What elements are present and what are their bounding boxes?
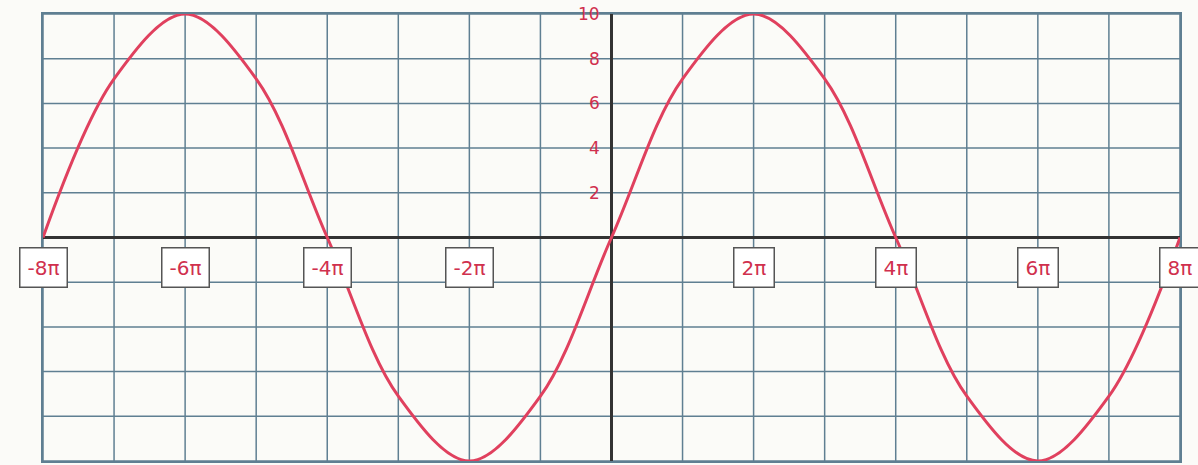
svg-text:-4π: -4π — [312, 256, 344, 280]
svg-text:10: 10 — [578, 4, 600, 24]
svg-text:4: 4 — [589, 138, 600, 158]
svg-text:8π: 8π — [1168, 256, 1193, 280]
svg-text:-8π: -8π — [28, 256, 60, 280]
svg-text:4π: 4π — [884, 256, 909, 280]
svg-text:-2π: -2π — [454, 256, 486, 280]
svg-text:2: 2 — [589, 183, 600, 203]
svg-text:6π: 6π — [1026, 256, 1051, 280]
svg-text:8: 8 — [589, 49, 600, 69]
svg-text:6: 6 — [589, 93, 600, 113]
svg-text:2π: 2π — [742, 256, 767, 280]
svg-text:-6π: -6π — [170, 256, 202, 280]
